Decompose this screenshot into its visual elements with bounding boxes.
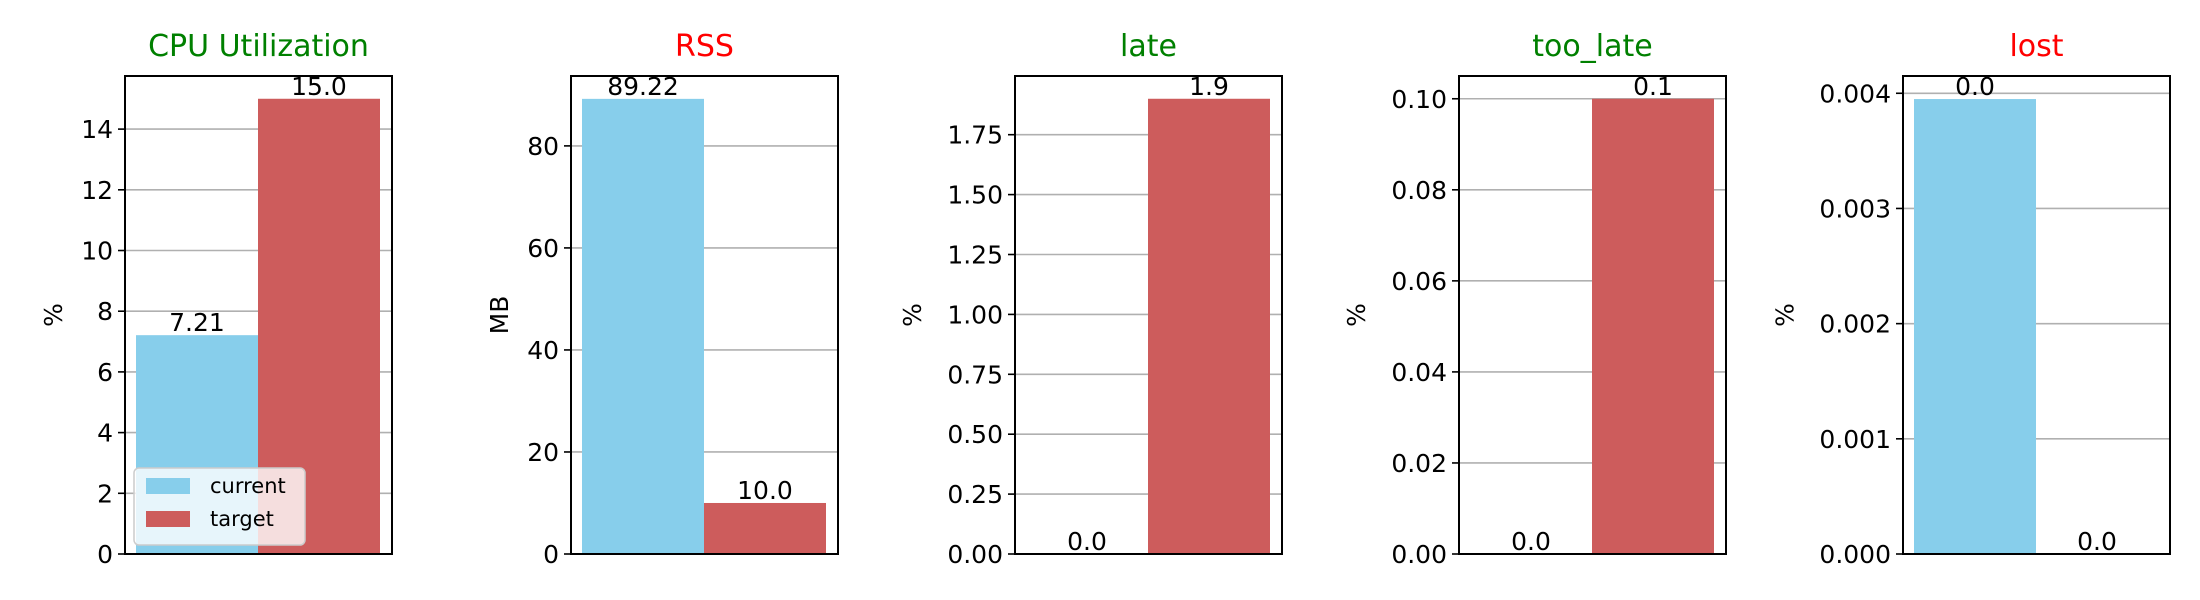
axes-frame bbox=[1902, 75, 2171, 555]
legend-swatch-current bbox=[146, 478, 190, 494]
y-axis-label: % bbox=[1771, 303, 1800, 327]
legend-swatch-target bbox=[146, 511, 190, 527]
subplot-3: 0.01.90.000.250.500.751.001.251.501.75la… bbox=[898, 29, 1283, 569]
y-axis-label: % bbox=[898, 303, 927, 327]
y-tick-label: 4 bbox=[97, 419, 113, 448]
chart-title: CPU Utilization bbox=[148, 29, 369, 64]
y-tick-label: 60 bbox=[527, 234, 559, 263]
y-tick-label: 0.00 bbox=[1391, 540, 1447, 569]
y-tick-label: 0.001 bbox=[1819, 425, 1891, 454]
y-tick-label: 20 bbox=[527, 438, 559, 467]
bar-target bbox=[704, 502, 826, 554]
y-tick-label: 0.50 bbox=[947, 420, 1003, 449]
y-tick-label: 2 bbox=[97, 479, 113, 508]
y-tick-label: 0.06 bbox=[1391, 267, 1447, 296]
bar-value-label: 7.21 bbox=[169, 308, 225, 337]
y-tick-label: 1.50 bbox=[947, 181, 1003, 210]
y-tick-label: 6 bbox=[97, 358, 113, 387]
y-tick-label: 12 bbox=[81, 176, 113, 205]
axes-frame bbox=[570, 75, 839, 555]
y-tick-label: 1.00 bbox=[947, 300, 1003, 329]
legend-label: current bbox=[210, 474, 286, 498]
y-tick-label: 0.25 bbox=[947, 480, 1003, 509]
bar-value-label: 10.0 bbox=[737, 476, 793, 505]
chart-title: RSS bbox=[675, 29, 734, 64]
y-tick-label: 0.10 bbox=[1391, 85, 1447, 114]
y-tick-label: 0.004 bbox=[1819, 79, 1891, 108]
bar-value-label: 0.0 bbox=[1511, 527, 1551, 556]
y-tick-label: 80 bbox=[527, 132, 559, 161]
bar-value-label: 0.0 bbox=[2077, 527, 2117, 556]
y-tick-label: 0.000 bbox=[1819, 540, 1891, 569]
y-tick-label: 8 bbox=[97, 297, 113, 326]
y-tick-label: 0 bbox=[543, 540, 559, 569]
legend-label: target bbox=[210, 507, 274, 531]
y-tick-label: 0.04 bbox=[1391, 358, 1447, 387]
y-tick-label: 1.75 bbox=[947, 121, 1003, 150]
chart-title: too_late bbox=[1532, 29, 1652, 64]
y-tick-label: 0.75 bbox=[947, 360, 1003, 389]
legend: current target bbox=[133, 467, 306, 546]
y-tick-label: 0.02 bbox=[1391, 449, 1447, 478]
chart-title: lost bbox=[2009, 29, 2063, 64]
y-tick-label: 14 bbox=[81, 115, 113, 144]
axes-frame bbox=[124, 75, 393, 555]
y-tick-label: 0.002 bbox=[1819, 310, 1891, 339]
bar-target bbox=[1592, 98, 1714, 554]
y-axis-label: MB bbox=[485, 296, 514, 335]
y-tick-label: 0 bbox=[97, 540, 113, 569]
y-axis-label: % bbox=[39, 303, 68, 327]
y-tick-label: 0.08 bbox=[1391, 176, 1447, 205]
y-tick-label: 1.25 bbox=[947, 241, 1003, 270]
y-tick-label: 0.003 bbox=[1819, 194, 1891, 223]
bar-current bbox=[1914, 99, 2036, 555]
y-axis-label: % bbox=[1342, 303, 1371, 327]
y-tick-label: 0.00 bbox=[947, 540, 1003, 569]
y-tick-label: 40 bbox=[527, 336, 559, 365]
bar-target bbox=[1148, 98, 1270, 554]
y-tick-label: 10 bbox=[81, 237, 113, 266]
bar-value-label: 0.0 bbox=[1067, 527, 1107, 556]
axes-frame bbox=[1458, 75, 1727, 555]
chart-title: late bbox=[1120, 29, 1177, 64]
bar-current bbox=[582, 98, 704, 554]
